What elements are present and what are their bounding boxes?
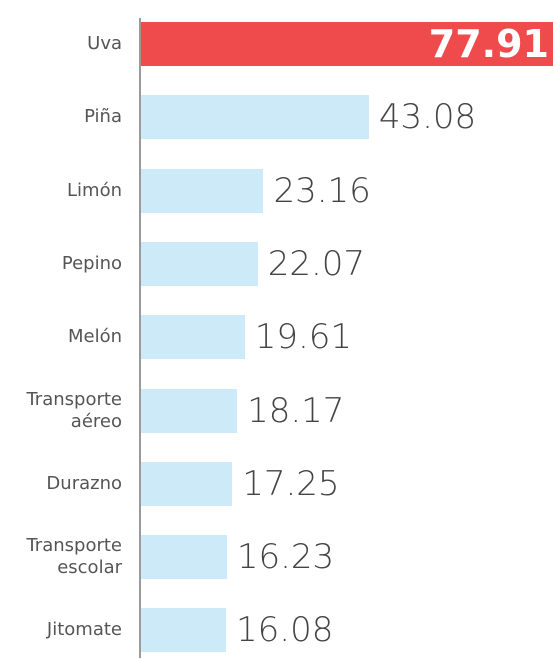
category-label: Piña xyxy=(84,106,122,128)
bar xyxy=(141,461,233,506)
value-label: 16.08 xyxy=(236,610,334,651)
bar xyxy=(141,315,245,360)
bar xyxy=(141,95,369,140)
bar xyxy=(141,535,227,580)
category-label: Pepino xyxy=(61,252,122,274)
category-label: Uva xyxy=(87,33,122,54)
bar xyxy=(141,388,238,433)
category-label: Melón xyxy=(67,326,122,348)
category-label: Limón xyxy=(67,179,122,201)
category-label: Jitomate xyxy=(46,619,122,641)
bar xyxy=(141,22,553,66)
value-label: 17.25 xyxy=(242,463,340,504)
value-label: 23.16 xyxy=(273,170,371,211)
category-label: Transporte aéreo xyxy=(26,388,122,432)
value-label: 77.91 xyxy=(428,22,549,66)
value-label: 18.17 xyxy=(247,390,345,431)
bar xyxy=(141,168,264,213)
value-label: 43.08 xyxy=(378,97,477,138)
category-label: Durazno xyxy=(46,472,122,494)
value-label: 22.07 xyxy=(267,243,366,284)
bar xyxy=(141,608,227,653)
category-label: Transporte escolar xyxy=(26,535,122,579)
bar xyxy=(141,241,258,286)
axis-line xyxy=(139,18,141,658)
value-label: 19.61 xyxy=(254,317,353,358)
value-label: 16.23 xyxy=(236,537,335,578)
